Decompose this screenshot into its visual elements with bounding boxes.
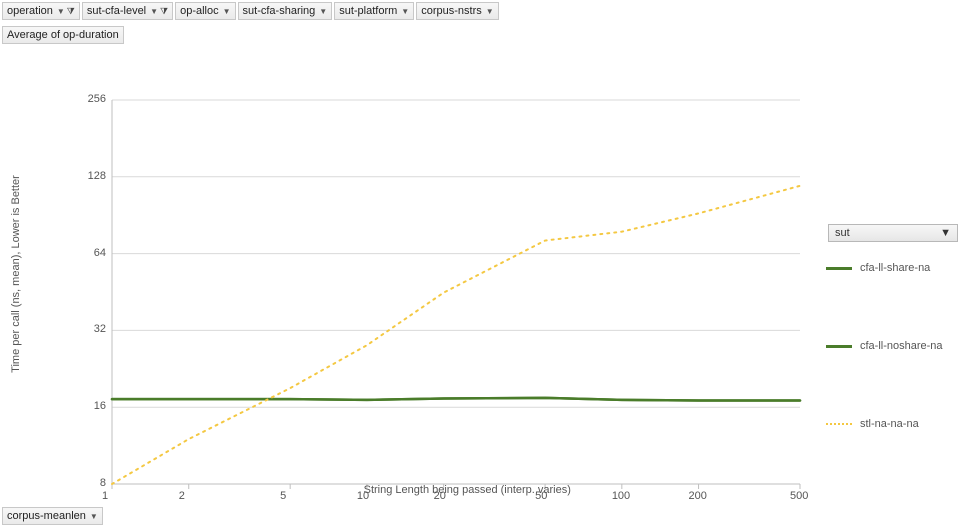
funnel-icon: ⧩ — [67, 6, 75, 17]
filter-sut-cfa-level[interactable]: sut-cfa-level ▼⧩ — [82, 2, 173, 20]
legend-label: cfa-ll-share-na — [860, 262, 930, 274]
legend-swatch — [826, 423, 852, 425]
x-tick-label: 50 — [535, 490, 547, 502]
chart-area: Time per call (ns, mean), Lower is Bette… — [0, 44, 976, 504]
sut-dropdown-label: sut — [835, 227, 850, 239]
legend-item-stl-na-na-na: stl-na-na-na — [826, 418, 919, 430]
chevron-down-icon: ▼ — [940, 227, 951, 239]
x-tick-label: 500 — [790, 490, 808, 502]
x-tick-label: 10 — [357, 490, 369, 502]
measure-pill[interactable]: Average of op-duration — [2, 26, 124, 44]
filter-label: op-alloc — [180, 5, 219, 17]
chevron-down-icon: ▼ — [319, 7, 327, 16]
filter-label: operation — [7, 5, 53, 17]
filter-label: sut-cfa-level — [87, 5, 146, 17]
y-tick-label: 64 — [66, 247, 106, 259]
y-tick-label: 32 — [66, 323, 106, 335]
filter-operation[interactable]: operation ▼⧩ — [2, 2, 80, 20]
filter-label: sut-cfa-sharing — [243, 5, 316, 17]
legend-item-cfa-ll-share-na: cfa-ll-share-na — [826, 262, 930, 274]
legend-label: stl-na-na-na — [860, 418, 919, 430]
filter-label: sut-platform — [339, 5, 397, 17]
x-tick-label: 5 — [280, 490, 286, 502]
filter-op-alloc[interactable]: op-alloc ▼ — [175, 2, 235, 20]
chevron-down-icon: ▼ — [401, 7, 409, 16]
x-tick-label: 100 — [612, 490, 630, 502]
filter-sut-platform[interactable]: sut-platform ▼ — [334, 2, 414, 20]
y-tick-label: 16 — [66, 400, 106, 412]
chevron-down-icon: ▼ — [486, 7, 494, 16]
chevron-down-icon: ▼ — [150, 7, 158, 16]
filter-corpus-meanlen[interactable]: corpus-meanlen ▼ — [2, 507, 103, 525]
sut-dropdown[interactable]: sut ▼ — [828, 224, 958, 242]
x-tick-label: 1 — [102, 490, 108, 502]
top-filter-row: operation▼⧩sut-cfa-level▼⧩op-alloc▼sut-c… — [0, 0, 976, 22]
series-cfa-ll-noshare-na — [112, 398, 800, 401]
y-tick-label: 256 — [66, 93, 106, 105]
filter-label: corpus-nstrs — [421, 5, 482, 17]
chart-svg — [0, 44, 976, 504]
bottom-filter-row: corpus-meanlen ▼ — [2, 507, 103, 525]
measure-row: Average of op-duration — [0, 26, 976, 44]
measure-label: Average of op-duration — [7, 29, 119, 41]
funnel-icon: ⧩ — [160, 6, 168, 17]
chevron-down-icon: ▼ — [57, 7, 65, 16]
legend-swatch — [826, 345, 852, 348]
x-tick-label: 200 — [689, 490, 707, 502]
filter-corpus-nstrs[interactable]: corpus-nstrs ▼ — [416, 2, 498, 20]
series-stl-na-na-na — [112, 186, 800, 484]
y-tick-label: 8 — [66, 477, 106, 489]
chevron-down-icon: ▼ — [90, 512, 98, 521]
legend-swatch — [826, 267, 852, 270]
x-tick-label: 20 — [434, 490, 446, 502]
chevron-down-icon: ▼ — [223, 7, 231, 16]
x-tick-label: 2 — [179, 490, 185, 502]
filter-sut-cfa-sharing[interactable]: sut-cfa-sharing▼ — [238, 2, 333, 20]
legend-label: cfa-ll-noshare-na — [860, 340, 943, 352]
legend-item-cfa-ll-noshare-na: cfa-ll-noshare-na — [826, 340, 943, 352]
y-tick-label: 128 — [66, 170, 106, 182]
y-axis-label: Time per call (ns, mean), Lower is Bette… — [10, 175, 22, 373]
filter-label: corpus-meanlen — [7, 510, 86, 522]
